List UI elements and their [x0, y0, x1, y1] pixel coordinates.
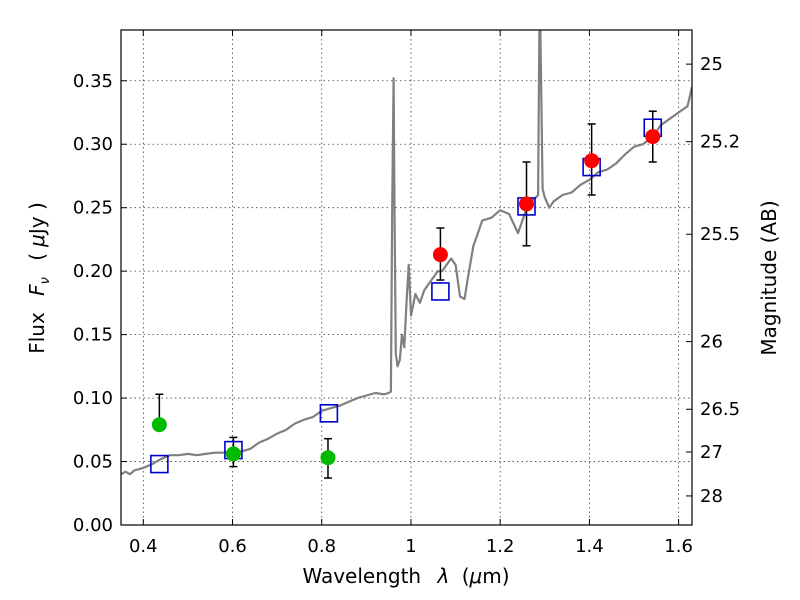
plot-area [121, 30, 692, 479]
y-axis-label-unit-mu: μ [25, 234, 49, 248]
y2-tick-label: 26 [700, 332, 723, 353]
x-tick-label: 1.2 [486, 536, 515, 557]
x-axis-label-unit-open: ( [462, 564, 470, 588]
observed-flux-point [151, 417, 167, 433]
y2-tick-label: 25.5 [700, 224, 740, 245]
observed-flux-point [645, 129, 661, 145]
y-axis-label-unit-close: Jy ) [25, 202, 49, 236]
model-spectrum-line [121, 30, 692, 476]
y-axis-label-symbol: F [25, 284, 49, 296]
y-tick-label: 0.05 [73, 452, 113, 473]
observed-flux-point [320, 450, 336, 466]
y-axis-label-symbol-sub: ν [38, 277, 53, 284]
plot-frame [120, 29, 693, 526]
observed-flux-point [432, 247, 448, 263]
y-tick-label: 0.15 [73, 325, 113, 346]
y-axis-label: Flux Fν ( μJy ) [25, 202, 54, 354]
model-photometry-square [319, 404, 339, 423]
y2-tick-label: 28 [700, 486, 723, 507]
x-axis-label-symbol: λ [436, 564, 449, 588]
x-axis-label-unit-close: m) [482, 564, 509, 588]
x-axis-label: Wavelength λ (μm) [302, 564, 509, 588]
y-tick-label: 0.20 [73, 261, 113, 282]
model-photometry-square [150, 454, 169, 474]
y2-tick-label: 25 [700, 54, 723, 75]
x-tick-label: 0.4 [129, 536, 158, 557]
y2-tick-label: 25.2 [700, 132, 740, 153]
x-axis-label-unit-mu: μ [469, 564, 483, 588]
x-tick-label: 0.6 [218, 536, 247, 557]
y-tick-label: 0.25 [73, 198, 113, 219]
y2-tick-label: 27 [700, 442, 723, 463]
y2-axis-label: Magnitude (AB) [757, 200, 781, 355]
y-tick-label: 0.35 [73, 71, 113, 92]
y-axis-label-unit-open: ( [25, 253, 49, 261]
y-tick-label: 0.00 [73, 515, 113, 536]
x-tick-label: 1.4 [575, 536, 604, 557]
x-tick-label: 0.8 [307, 536, 336, 557]
x-tick-label: 1 [405, 536, 416, 557]
model-photometry-square [431, 282, 450, 301]
x-axis-label-text: Wavelength [302, 564, 421, 588]
grid-lines [121, 30, 692, 526]
y-tick-label: 0.10 [73, 388, 113, 409]
y2-tick-label: 26.5 [700, 399, 740, 420]
y-axis-label-text: Flux [25, 312, 49, 354]
x-tick-label: 1.6 [664, 536, 693, 557]
y-tick-label: 0.30 [73, 134, 113, 155]
observed-flux-point [518, 196, 534, 212]
observed-flux-point [225, 446, 241, 462]
axis-ticks: 0.4 0.6 0.8 1 1.2 1.4 1.6 0.00 0.05 0.10 0.15 0.20 0… [73, 30, 740, 557]
observed-flux-point [584, 153, 600, 169]
